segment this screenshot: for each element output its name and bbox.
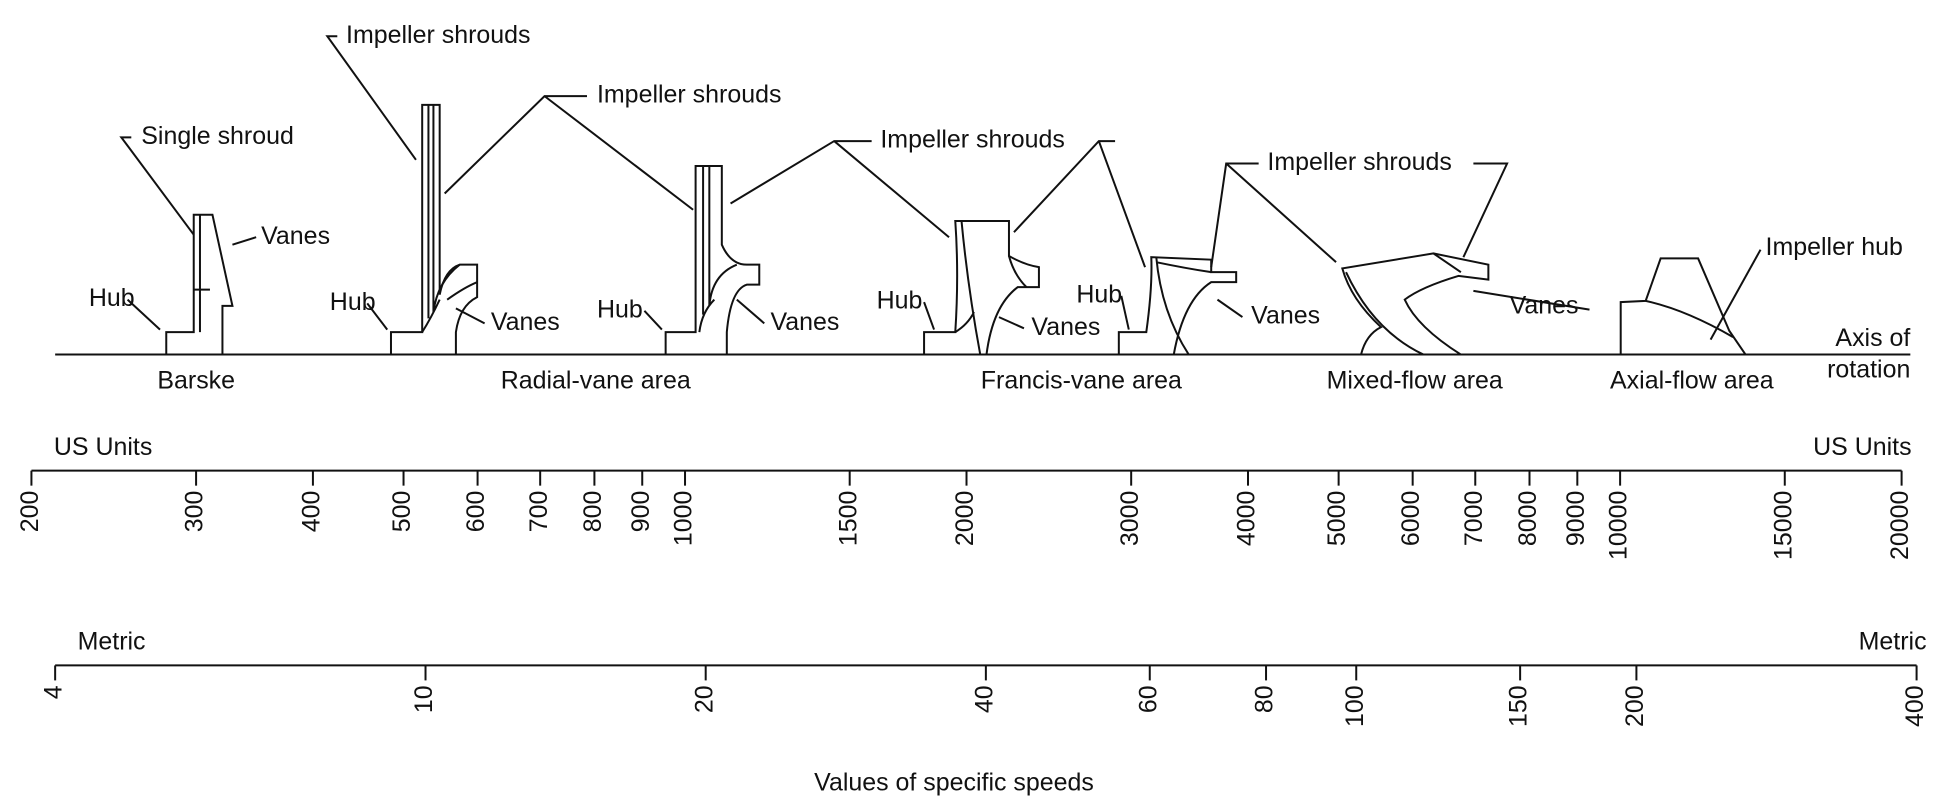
leader bbox=[730, 140, 950, 238]
area-label: Barske bbox=[157, 367, 235, 395]
label: Hub bbox=[330, 288, 376, 316]
tick-label: 200 bbox=[1621, 685, 1649, 727]
tick-label: 20000 bbox=[1886, 491, 1914, 560]
tick-label: 1000 bbox=[670, 491, 698, 547]
label: Hub bbox=[597, 295, 643, 323]
label: Hub bbox=[877, 287, 923, 315]
axis-label: Axis of bbox=[1835, 324, 1910, 352]
francis-shrouds-2 bbox=[1155, 257, 1212, 356]
tick-label: 700 bbox=[525, 491, 553, 533]
francis-impeller-2 bbox=[1117, 256, 1238, 355]
tick-label: 300 bbox=[181, 491, 209, 533]
label: Impeller shrouds bbox=[880, 126, 1064, 154]
francis-shrouds bbox=[954, 220, 1028, 355]
tick-label: 80 bbox=[1251, 685, 1279, 713]
label: Impeller shrouds bbox=[597, 81, 781, 109]
label: Hub bbox=[89, 284, 135, 312]
tick-label: 60 bbox=[1134, 685, 1162, 713]
axis-label: rotation bbox=[1827, 355, 1910, 383]
area-label: Axial-flow area bbox=[1610, 367, 1774, 395]
tick-label: 8000 bbox=[1514, 491, 1542, 547]
label: Vanes bbox=[1510, 292, 1579, 320]
francis-impeller bbox=[923, 219, 1040, 355]
scale-name: US Units bbox=[54, 433, 152, 461]
mixed-shrouds bbox=[1345, 252, 1462, 356]
barske-shroud bbox=[193, 214, 210, 333]
tick-label: 500 bbox=[388, 491, 416, 533]
leader bbox=[443, 95, 694, 211]
tick-label: 4000 bbox=[1233, 491, 1261, 547]
tick-label: 40 bbox=[970, 685, 998, 713]
tick-label: 6000 bbox=[1397, 491, 1425, 547]
leader bbox=[1216, 298, 1243, 318]
tick-label: 150 bbox=[1505, 685, 1533, 727]
scale-name: Metric bbox=[78, 628, 146, 656]
tick-label: 15000 bbox=[1769, 491, 1797, 560]
area-label: Mixed-flow area bbox=[1327, 367, 1503, 395]
scale-name: Metric bbox=[1859, 628, 1927, 656]
impeller-drawings bbox=[55, 35, 1911, 356]
label: Impeller shrouds bbox=[346, 21, 530, 49]
tick-label: 400 bbox=[1901, 685, 1929, 727]
scales: US Units US Units 200 300 400 500 600 700 800 900… bbox=[16, 433, 1929, 727]
axial-hub bbox=[1645, 299, 1734, 338]
tick-label: 4 bbox=[40, 685, 68, 699]
radial-impeller-2 bbox=[664, 165, 761, 355]
tick-label: 1500 bbox=[834, 491, 862, 547]
leader bbox=[119, 136, 195, 236]
tick-label: 5000 bbox=[1323, 491, 1351, 547]
tick-label: 2000 bbox=[951, 491, 979, 547]
leader bbox=[1013, 140, 1146, 268]
leader bbox=[1709, 249, 1762, 341]
tick-label: 20 bbox=[690, 685, 718, 713]
label: Impeller hub bbox=[1766, 233, 1903, 261]
tick-label: 400 bbox=[298, 491, 326, 533]
leader bbox=[736, 298, 765, 325]
label: Vanes bbox=[771, 308, 840, 336]
leader bbox=[232, 236, 257, 246]
scale-name: US Units bbox=[1813, 433, 1911, 461]
leader bbox=[126, 295, 1130, 331]
radial-shrouds-2 bbox=[698, 166, 738, 333]
leader bbox=[325, 35, 417, 161]
tick-label: 9000 bbox=[1562, 491, 1590, 547]
leader bbox=[1473, 289, 1590, 311]
tick-label: 800 bbox=[579, 491, 607, 533]
area-label: Radial-vane area bbox=[501, 367, 691, 395]
label: Vanes bbox=[1031, 313, 1100, 341]
tick-label: 100 bbox=[1341, 685, 1369, 727]
leader bbox=[1210, 162, 1509, 268]
tick-label: 7000 bbox=[1460, 491, 1488, 547]
label: Impeller shrouds bbox=[1267, 148, 1451, 176]
axial-impeller bbox=[1619, 257, 1747, 356]
mixed-impeller bbox=[1341, 252, 1490, 356]
tick-label: 900 bbox=[627, 491, 655, 533]
leader bbox=[998, 316, 1025, 330]
tick-label: 3000 bbox=[1116, 491, 1144, 547]
label: Hub bbox=[1076, 280, 1122, 308]
tick-label: 600 bbox=[462, 491, 490, 533]
x-label: Values of specific speeds bbox=[814, 769, 1094, 797]
radial-shrouds bbox=[421, 104, 478, 333]
label: Single shroud bbox=[141, 122, 294, 150]
tick-label: 10 bbox=[410, 685, 438, 713]
label: Vanes bbox=[491, 308, 560, 336]
label: Vanes bbox=[1251, 302, 1320, 330]
tick-label: 200 bbox=[16, 491, 44, 533]
label: Vanes bbox=[261, 222, 330, 250]
barske-impeller bbox=[165, 213, 234, 355]
leader bbox=[455, 307, 486, 325]
tick-label: 10000 bbox=[1605, 491, 1633, 560]
area-label: Francis-vane area bbox=[981, 367, 1182, 395]
